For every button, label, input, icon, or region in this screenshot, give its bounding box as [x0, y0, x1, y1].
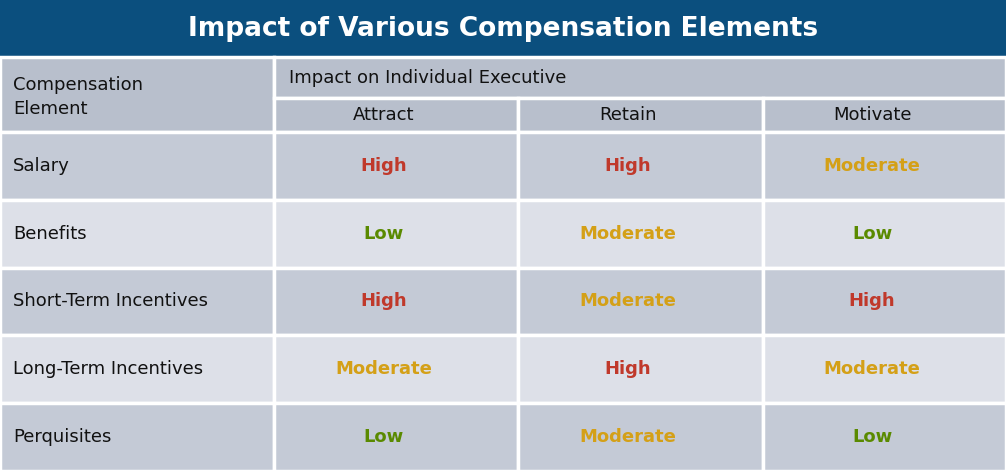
Text: Attract: Attract — [353, 106, 414, 124]
Bar — [763, 268, 1006, 335]
Bar — [274, 57, 1006, 98]
Bar — [518, 98, 763, 132]
Bar — [274, 268, 518, 335]
Bar — [518, 268, 763, 335]
Text: Moderate: Moderate — [579, 225, 676, 243]
Bar — [763, 98, 1006, 132]
Text: Perquisites: Perquisites — [13, 428, 112, 446]
Bar — [518, 335, 763, 403]
Text: Salary: Salary — [13, 157, 70, 175]
Bar — [274, 200, 518, 268]
Text: Retain: Retain — [600, 106, 657, 124]
Bar — [763, 132, 1006, 200]
Bar — [274, 98, 518, 132]
Text: High: High — [849, 292, 895, 310]
Text: Impact of Various Compensation Elements: Impact of Various Compensation Elements — [188, 16, 818, 41]
Text: Moderate: Moderate — [335, 360, 432, 378]
Bar — [0, 268, 274, 335]
Bar — [763, 200, 1006, 268]
Text: Compensation: Compensation — [13, 76, 143, 95]
Bar — [518, 403, 763, 471]
Text: Low: Low — [852, 225, 892, 243]
Text: Moderate: Moderate — [579, 428, 676, 446]
Text: Moderate: Moderate — [579, 292, 676, 310]
Bar — [763, 335, 1006, 403]
Text: High: High — [605, 157, 652, 175]
Text: Long-Term Incentives: Long-Term Incentives — [13, 360, 203, 378]
Bar — [0, 132, 274, 200]
Bar — [0, 200, 274, 268]
Text: Impact on Individual Executive: Impact on Individual Executive — [289, 69, 566, 87]
Text: Low: Low — [363, 225, 403, 243]
Bar — [518, 200, 763, 268]
Bar — [274, 335, 518, 403]
Bar — [274, 132, 518, 200]
Text: Short-Term Incentives: Short-Term Incentives — [13, 292, 208, 310]
Text: Moderate: Moderate — [824, 360, 920, 378]
Text: Element: Element — [13, 100, 88, 119]
Bar — [274, 403, 518, 471]
Bar — [0, 335, 274, 403]
Bar — [518, 132, 763, 200]
Text: High: High — [605, 360, 652, 378]
Text: Moderate: Moderate — [824, 157, 920, 175]
Bar — [0, 0, 1006, 57]
Text: Motivate: Motivate — [833, 106, 911, 124]
Bar — [763, 403, 1006, 471]
Text: High: High — [360, 292, 407, 310]
Text: Low: Low — [852, 428, 892, 446]
Bar — [0, 57, 274, 132]
Text: High: High — [360, 157, 407, 175]
Text: Low: Low — [363, 428, 403, 446]
Bar — [0, 403, 274, 471]
Text: Benefits: Benefits — [13, 225, 87, 243]
